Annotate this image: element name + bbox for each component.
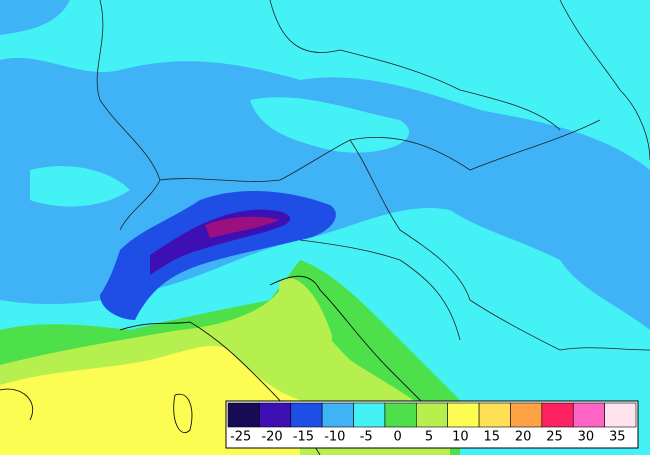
- legend-label: 35: [609, 430, 626, 445]
- adriatic-warm: [279, 278, 333, 345]
- legend-swatch: [259, 402, 292, 428]
- legend-label: 25: [546, 430, 563, 445]
- legend-label: -20: [261, 430, 282, 445]
- legend-label: -10: [324, 430, 345, 445]
- legend-label: 10: [452, 430, 469, 445]
- legend-swatch: [290, 402, 323, 428]
- legend: -25 -20 -15 -10 -5 0 5 10 15 20 25 30 35: [225, 400, 639, 449]
- legend-swatch: [510, 402, 543, 428]
- alps-coldest: [205, 216, 280, 238]
- legend-swatch: [447, 402, 480, 428]
- legend-swatch: [416, 402, 448, 428]
- mild-patches: [30, 97, 550, 294]
- legend-label: -25: [230, 430, 251, 445]
- legend-label: 20: [515, 430, 532, 445]
- yellow-zone: [0, 345, 300, 455]
- legend-swatch: [541, 402, 574, 428]
- legend-swatch: [384, 402, 417, 428]
- legend-swatch: [478, 402, 511, 428]
- legend-label: 0: [393, 430, 401, 445]
- legend-label: -15: [293, 430, 314, 445]
- legend-label: 5: [425, 430, 433, 445]
- legend-swatch: [572, 402, 605, 428]
- legend-swatch: [604, 402, 637, 428]
- legend-swatch: [321, 402, 354, 428]
- legend-label: 30: [578, 430, 595, 445]
- legend-swatch: [227, 402, 260, 428]
- borders: [96, 0, 650, 351]
- legend-label: -5: [360, 430, 373, 445]
- legend-label: 15: [483, 430, 500, 445]
- legend-swatch: [353, 402, 386, 428]
